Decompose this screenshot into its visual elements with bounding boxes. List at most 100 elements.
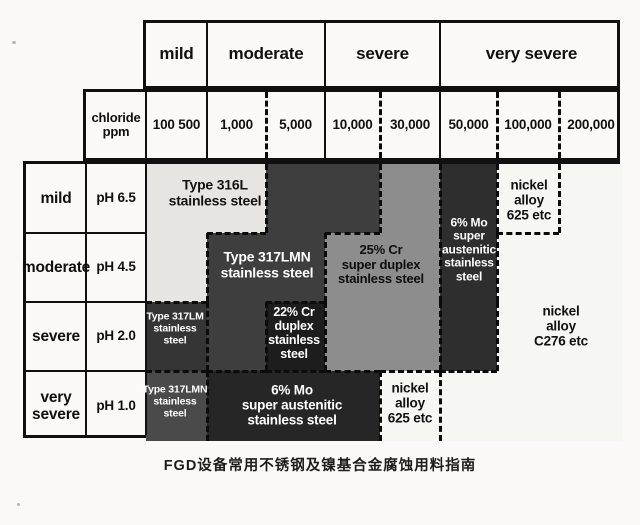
chloride-value-100-000: 100,000: [504, 116, 552, 132]
material-cell: [559, 164, 623, 233]
material-cell: [380, 233, 440, 302]
region-boundary: [496, 302, 499, 371]
header-divider: [324, 23, 326, 86]
material-cell: [266, 164, 325, 233]
region-boundary: [324, 302, 327, 371]
grid-row-divider: [26, 370, 146, 372]
region-boundary: [379, 164, 382, 233]
severity-header-very-severe: very severe: [485, 44, 578, 64]
material-cell: [146, 371, 207, 441]
region-boundary: [206, 233, 209, 302]
material-cell: [559, 371, 623, 441]
row-label-mild: mild: [40, 189, 72, 207]
grid-row-divider: [26, 232, 146, 234]
chloride-value-30-000: 30,000: [389, 116, 431, 132]
scan-speck: [17, 503, 20, 506]
material-grid: mild pH 6.5 moderate pH 4.5 severe pH 2.0 very…: [21, 161, 623, 441]
chloride-value-5-000: 5,000: [279, 116, 312, 132]
region-boundary: [440, 370, 497, 373]
material-cell: [266, 371, 325, 441]
material-cell: [266, 233, 325, 302]
material-cell: [380, 164, 440, 233]
chloride-divider-dashed: [379, 92, 382, 158]
region-boundary: [379, 371, 382, 441]
material-cell: [146, 233, 207, 302]
chloride-ppm-label: chloride ppm: [91, 109, 141, 139]
region-boundary: [325, 370, 380, 373]
region-boundary: [496, 233, 499, 302]
material-cell: [497, 233, 559, 302]
chloride-value-1-000: 1,000: [220, 116, 253, 132]
material-cell: [380, 371, 440, 441]
header-divider: [206, 23, 208, 86]
region-boundary: [497, 232, 559, 235]
material-cell: [440, 164, 497, 233]
chloride-value-200-000: 200,000: [567, 116, 615, 132]
region-boundary: [207, 370, 266, 373]
material-cell: [207, 164, 266, 233]
material-cell: [497, 371, 559, 441]
region-boundary: [266, 301, 325, 304]
row-label-severe: severe: [32, 327, 80, 345]
chloride-divider-dashed: [496, 92, 499, 158]
region-boundary: [439, 233, 442, 302]
region-boundary: [207, 232, 266, 235]
grid-row-divider: [26, 301, 146, 303]
chloride-divider-solid: [145, 92, 147, 158]
material-cell: [440, 302, 497, 371]
material-cell: [497, 164, 559, 233]
region-boundary: [146, 370, 207, 373]
material-cell: [207, 233, 266, 302]
chloride-value-100-500: 100 500: [152, 116, 201, 132]
region-boundary: [325, 232, 380, 235]
region-boundary: [265, 164, 268, 233]
header-divider: [439, 23, 441, 86]
material-cell: [497, 302, 559, 371]
chloride-divider-dashed: [265, 92, 268, 158]
material-cell: [207, 302, 266, 371]
region-boundary: [206, 371, 209, 441]
chloride-divider-dashed: [558, 92, 561, 158]
material-cell: [559, 302, 623, 371]
material-cell: [266, 302, 325, 371]
region-boundary: [439, 164, 442, 233]
region-boundary: [206, 302, 209, 371]
region-boundary: [146, 301, 207, 304]
material-cell: [146, 164, 207, 233]
material-cell: [440, 371, 497, 441]
grid-divider: [85, 164, 87, 435]
material-cell: [325, 302, 380, 371]
region-boundary: [439, 302, 442, 371]
region-boundary: [496, 164, 499, 233]
severity-header-severe: severe: [356, 44, 409, 64]
chloride-divider-solid: [439, 92, 441, 158]
chloride-divider-solid: [206, 92, 208, 158]
material-cell: [325, 233, 380, 302]
material-cell: [325, 371, 380, 441]
region-boundary: [266, 370, 325, 373]
severity-header-mild: mild: [159, 44, 194, 64]
region-boundary: [439, 371, 442, 441]
grid-divider: [145, 164, 147, 435]
ph-label-pH-1.0: pH 1.0: [96, 397, 136, 413]
chloride-ppm-row: chloride ppm 100 500 1,000 5,000 10,000 30,00…: [83, 89, 620, 161]
region-boundary: [558, 164, 561, 233]
ph-label-pH-4.5: pH 4.5: [96, 259, 136, 275]
row-label-very-severe: very severe: [32, 388, 80, 423]
severity-header-moderate: moderate: [228, 44, 304, 64]
chloride-divider-solid: [324, 92, 326, 158]
chloride-value-50-000: 50,000: [448, 116, 489, 132]
region-boundary: [324, 233, 327, 302]
material-cell: [325, 164, 380, 233]
scan-speck: [12, 41, 16, 44]
ph-label-pH-2.0: pH 2.0: [96, 328, 136, 344]
material-cell: [440, 233, 497, 302]
row-label-moderate: moderate: [21, 258, 91, 276]
material-cell: [207, 371, 266, 441]
material-cell: [559, 233, 623, 302]
chloride-value-10-000: 10,000: [332, 116, 373, 132]
region-boundary: [265, 302, 268, 371]
severity-header-row: mild moderate severe very severe: [143, 20, 620, 89]
region-boundary: [380, 370, 440, 373]
